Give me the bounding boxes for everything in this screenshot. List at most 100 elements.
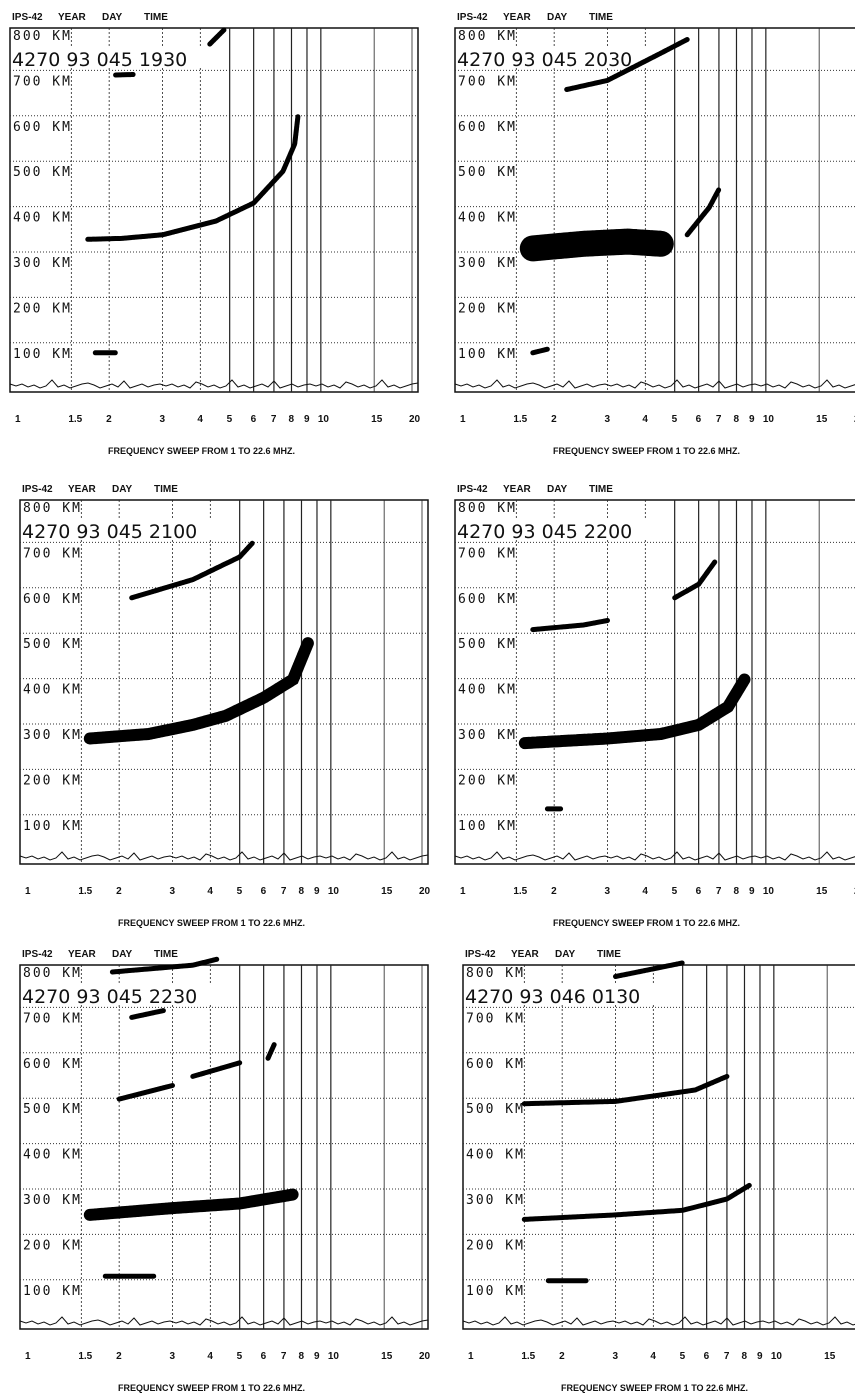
plot-frame	[454, 499, 855, 865]
freq-label: 1.5	[78, 1351, 92, 1362]
height-label: 500 KM	[458, 165, 517, 180]
header-label: IPS-42	[12, 12, 43, 23]
freq-label: 9	[314, 1351, 320, 1362]
stamp: 4270 93 045 1930	[12, 49, 187, 71]
freq-label: 4	[642, 414, 648, 425]
plot-frame	[454, 27, 855, 393]
stamp-bg	[456, 46, 664, 68]
freq-label: 4	[650, 1351, 656, 1362]
freq-label: 8	[733, 414, 739, 425]
header-label: TIME	[144, 12, 168, 23]
stamp: 4270 93 046 0130	[465, 986, 640, 1008]
ionogram: IPS-42 YEAR DAY TIME 800 KM 700 KM 600 KM 500 K…	[9, 12, 421, 456]
freq-label: 9	[757, 1351, 763, 1362]
freq-label: 6	[696, 414, 702, 425]
echo-trace	[518, 673, 751, 750]
height-label: 300 KM	[23, 728, 82, 743]
header-label: YEAR	[68, 484, 97, 495]
freq-label: 7	[716, 886, 722, 897]
plot-frame	[19, 499, 429, 865]
header-label: IPS-42	[22, 949, 53, 960]
stamp: 4270 93 045 2200	[457, 521, 632, 543]
height-label: 400 KM	[23, 683, 82, 698]
freq-label: 8	[298, 886, 304, 897]
stamp-bg	[464, 983, 672, 1005]
echo-trace	[116, 1083, 175, 1102]
ionogram: IPS-42 YEAR DAY TIME 800 KM 700 KM 600 KM 500 K…	[454, 12, 855, 456]
freq-label: 9	[314, 886, 320, 897]
stamp: 4270 93 045 2030	[457, 49, 632, 71]
freq-label: 1	[25, 1351, 31, 1362]
freq-label: 2	[551, 414, 557, 425]
echo-trace	[530, 346, 550, 356]
header-label: TIME	[154, 484, 178, 495]
ionogram: IPS-42 YEAR DAY TIME 800 KM 700 KM 600 KM 500 K…	[19, 949, 431, 1393]
caption: FREQUENCY SWEEP FROM 1 TO 22.6 MHZ.	[108, 446, 295, 456]
freq-label: 3	[169, 886, 175, 897]
plot-frame	[9, 27, 419, 393]
freq-label: 8	[288, 414, 294, 425]
height-label: 300 KM	[23, 1193, 82, 1208]
echo-trace	[684, 186, 722, 238]
freq-label: 2	[116, 1351, 122, 1362]
freq-label: 8	[741, 1351, 747, 1362]
freq-label: 5	[237, 1351, 243, 1362]
stamp-bg	[11, 46, 219, 68]
freq-label: 5	[672, 414, 678, 425]
noise-floor	[19, 851, 429, 861]
freq-label: 10	[328, 886, 340, 897]
freq-label: 2	[559, 1351, 565, 1362]
header-label: TIME	[597, 949, 621, 960]
header-label: DAY	[555, 949, 576, 960]
noise-floor	[9, 379, 419, 389]
freq-label: 10	[318, 414, 330, 425]
freq-label: 6	[261, 886, 267, 897]
freq-label: 15	[381, 1351, 393, 1362]
caption: FREQUENCY SWEEP FROM 1 TO 22.6 MHZ.	[561, 1383, 748, 1393]
freq-label: 10	[771, 1351, 783, 1362]
height-label: 600 KM	[466, 1057, 525, 1072]
caption: FREQUENCY SWEEP FROM 1 TO 22.6 MHZ.	[553, 918, 740, 928]
noise-floor	[462, 1316, 855, 1326]
freq-label: 6	[704, 1351, 710, 1362]
echo-trace	[85, 114, 301, 242]
freq-label: 4	[197, 414, 203, 425]
echo-trace	[129, 540, 255, 601]
header-label: IPS-42	[465, 949, 496, 960]
height-label: 100 KM	[13, 347, 72, 362]
height-label: 200 KM	[458, 773, 517, 788]
freq-label: 1.5	[78, 886, 92, 897]
freq-label: 1	[460, 886, 466, 897]
height-label: 400 KM	[466, 1148, 525, 1163]
freq-label: 1	[15, 414, 21, 425]
header-label: DAY	[547, 484, 568, 495]
height-label: 100 KM	[23, 819, 82, 834]
height-label: 600 KM	[458, 592, 517, 607]
echo-trace	[521, 1182, 752, 1222]
freq-label: 9	[304, 414, 310, 425]
freq-label: 9	[749, 414, 755, 425]
height-label: 400 KM	[458, 683, 517, 698]
freq-label: 6	[696, 886, 702, 897]
header-label: YEAR	[68, 949, 97, 960]
height-label: 600 KM	[458, 120, 517, 135]
echo-trace	[129, 1008, 166, 1020]
freq-label: 5	[672, 886, 678, 897]
freq-label: 20	[409, 414, 421, 425]
noise-floor	[454, 379, 855, 389]
freq-label: 1.5	[513, 414, 527, 425]
height-label: 400 KM	[23, 1148, 82, 1163]
height-label: 600 KM	[13, 120, 72, 135]
height-label: 100 KM	[23, 1284, 82, 1299]
echo-trace	[83, 1188, 299, 1221]
height-label: 700 KM	[13, 74, 72, 89]
height-label: 300 KM	[458, 728, 517, 743]
noise-floor	[19, 1316, 429, 1326]
freq-label: 9	[749, 886, 755, 897]
height-label: 200 KM	[13, 301, 72, 316]
height-label: 500 KM	[13, 165, 72, 180]
freq-label: 15	[816, 886, 828, 897]
height-label: 200 KM	[23, 1238, 82, 1253]
caption: FREQUENCY SWEEP FROM 1 TO 22.6 MHZ.	[118, 1383, 305, 1393]
